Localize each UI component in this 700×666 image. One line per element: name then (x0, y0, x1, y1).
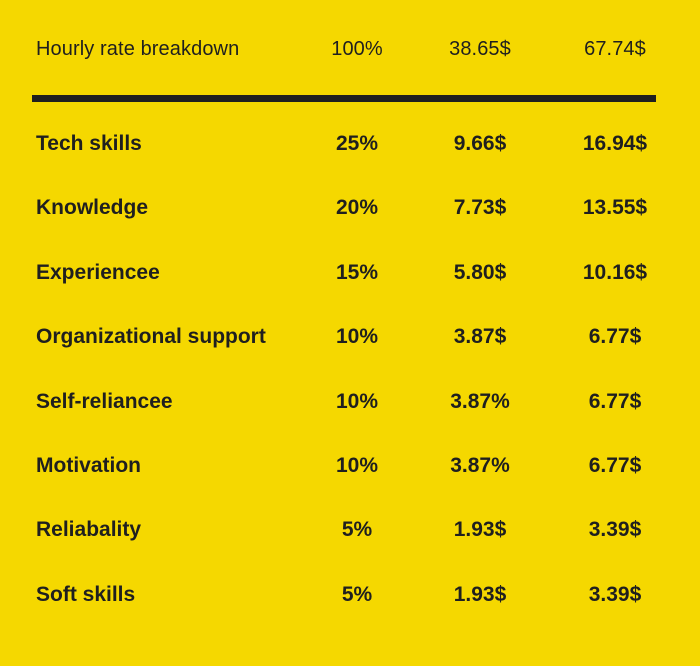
row-low-rate: 3.87% (450, 453, 510, 477)
row-share: 15% (335, 260, 379, 284)
row-low-rate: 3.87$ (453, 325, 507, 349)
header-high-rate: 67.74$ (584, 38, 646, 60)
row-label: Experiencee (36, 260, 160, 284)
table-row: Soft skills 5% 1.93$ 3.39$ (0, 577, 700, 641)
table-row: Experiencee 15% 5.80$ 10.16$ (0, 255, 700, 319)
row-low-rate: 5.80$ (453, 260, 507, 284)
row-share: 10% (335, 325, 379, 349)
row-high-rate: 3.39$ (588, 518, 642, 542)
row-label: Reliabality (36, 518, 142, 542)
row-label: Motivation (36, 453, 141, 477)
header-share: 100% (331, 38, 383, 60)
row-high-rate: 10.16$ (582, 260, 648, 284)
header-low-rate: 38.65$ (449, 38, 511, 60)
header-label: Hourly rate breakdown (36, 38, 240, 60)
table-row: Motivation 10% 3.87% 6.77$ (0, 448, 700, 512)
row-low-rate: 1.93$ (453, 518, 507, 542)
header-divider (32, 95, 656, 102)
row-share: 25% (335, 132, 379, 155)
row-high-rate: 16.94$ (582, 132, 648, 155)
row-label: Knowledge (36, 196, 149, 220)
row-low-rate: 9.66$ (453, 132, 507, 155)
row-high-rate: 6.77$ (588, 453, 642, 477)
table-row: Knowledge 20% 7.73$ 13.55$ (0, 190, 700, 254)
row-label: Organizational support (36, 325, 266, 349)
row-low-rate: 7.73$ (453, 196, 507, 220)
row-high-rate: 6.77$ (588, 325, 642, 349)
row-label: Self-reliancee (36, 389, 173, 413)
table-header: Hourly rate breakdown 100% 38.65$ 67.74$ (0, 38, 700, 78)
row-high-rate: 13.55$ (582, 196, 648, 220)
row-share: 20% (335, 196, 379, 220)
row-low-rate: 1.93$ (453, 582, 507, 606)
table-row: Self-reliancee 10% 3.87% 6.77$ (0, 384, 700, 448)
row-high-rate: 3.39$ (588, 582, 642, 606)
row-label: Soft skills (36, 582, 136, 606)
table-row: Organizational support 10% 3.87$ 6.77$ (0, 319, 700, 383)
row-label: Tech skills (36, 132, 142, 155)
row-share: 10% (335, 453, 379, 477)
row-share: 10% (335, 389, 379, 413)
row-share: 5% (341, 582, 373, 606)
table-row: Reliabality 5% 1.93$ 3.39$ (0, 512, 700, 576)
row-low-rate: 3.87% (450, 389, 510, 413)
row-high-rate: 6.77$ (588, 389, 642, 413)
row-share: 5% (341, 518, 373, 542)
table-row: Tech skills 25% 9.66$ 16.94$ (0, 126, 700, 190)
table-body: Tech skills 25% 9.66$ 16.94$ Knowledge 2… (0, 126, 700, 641)
